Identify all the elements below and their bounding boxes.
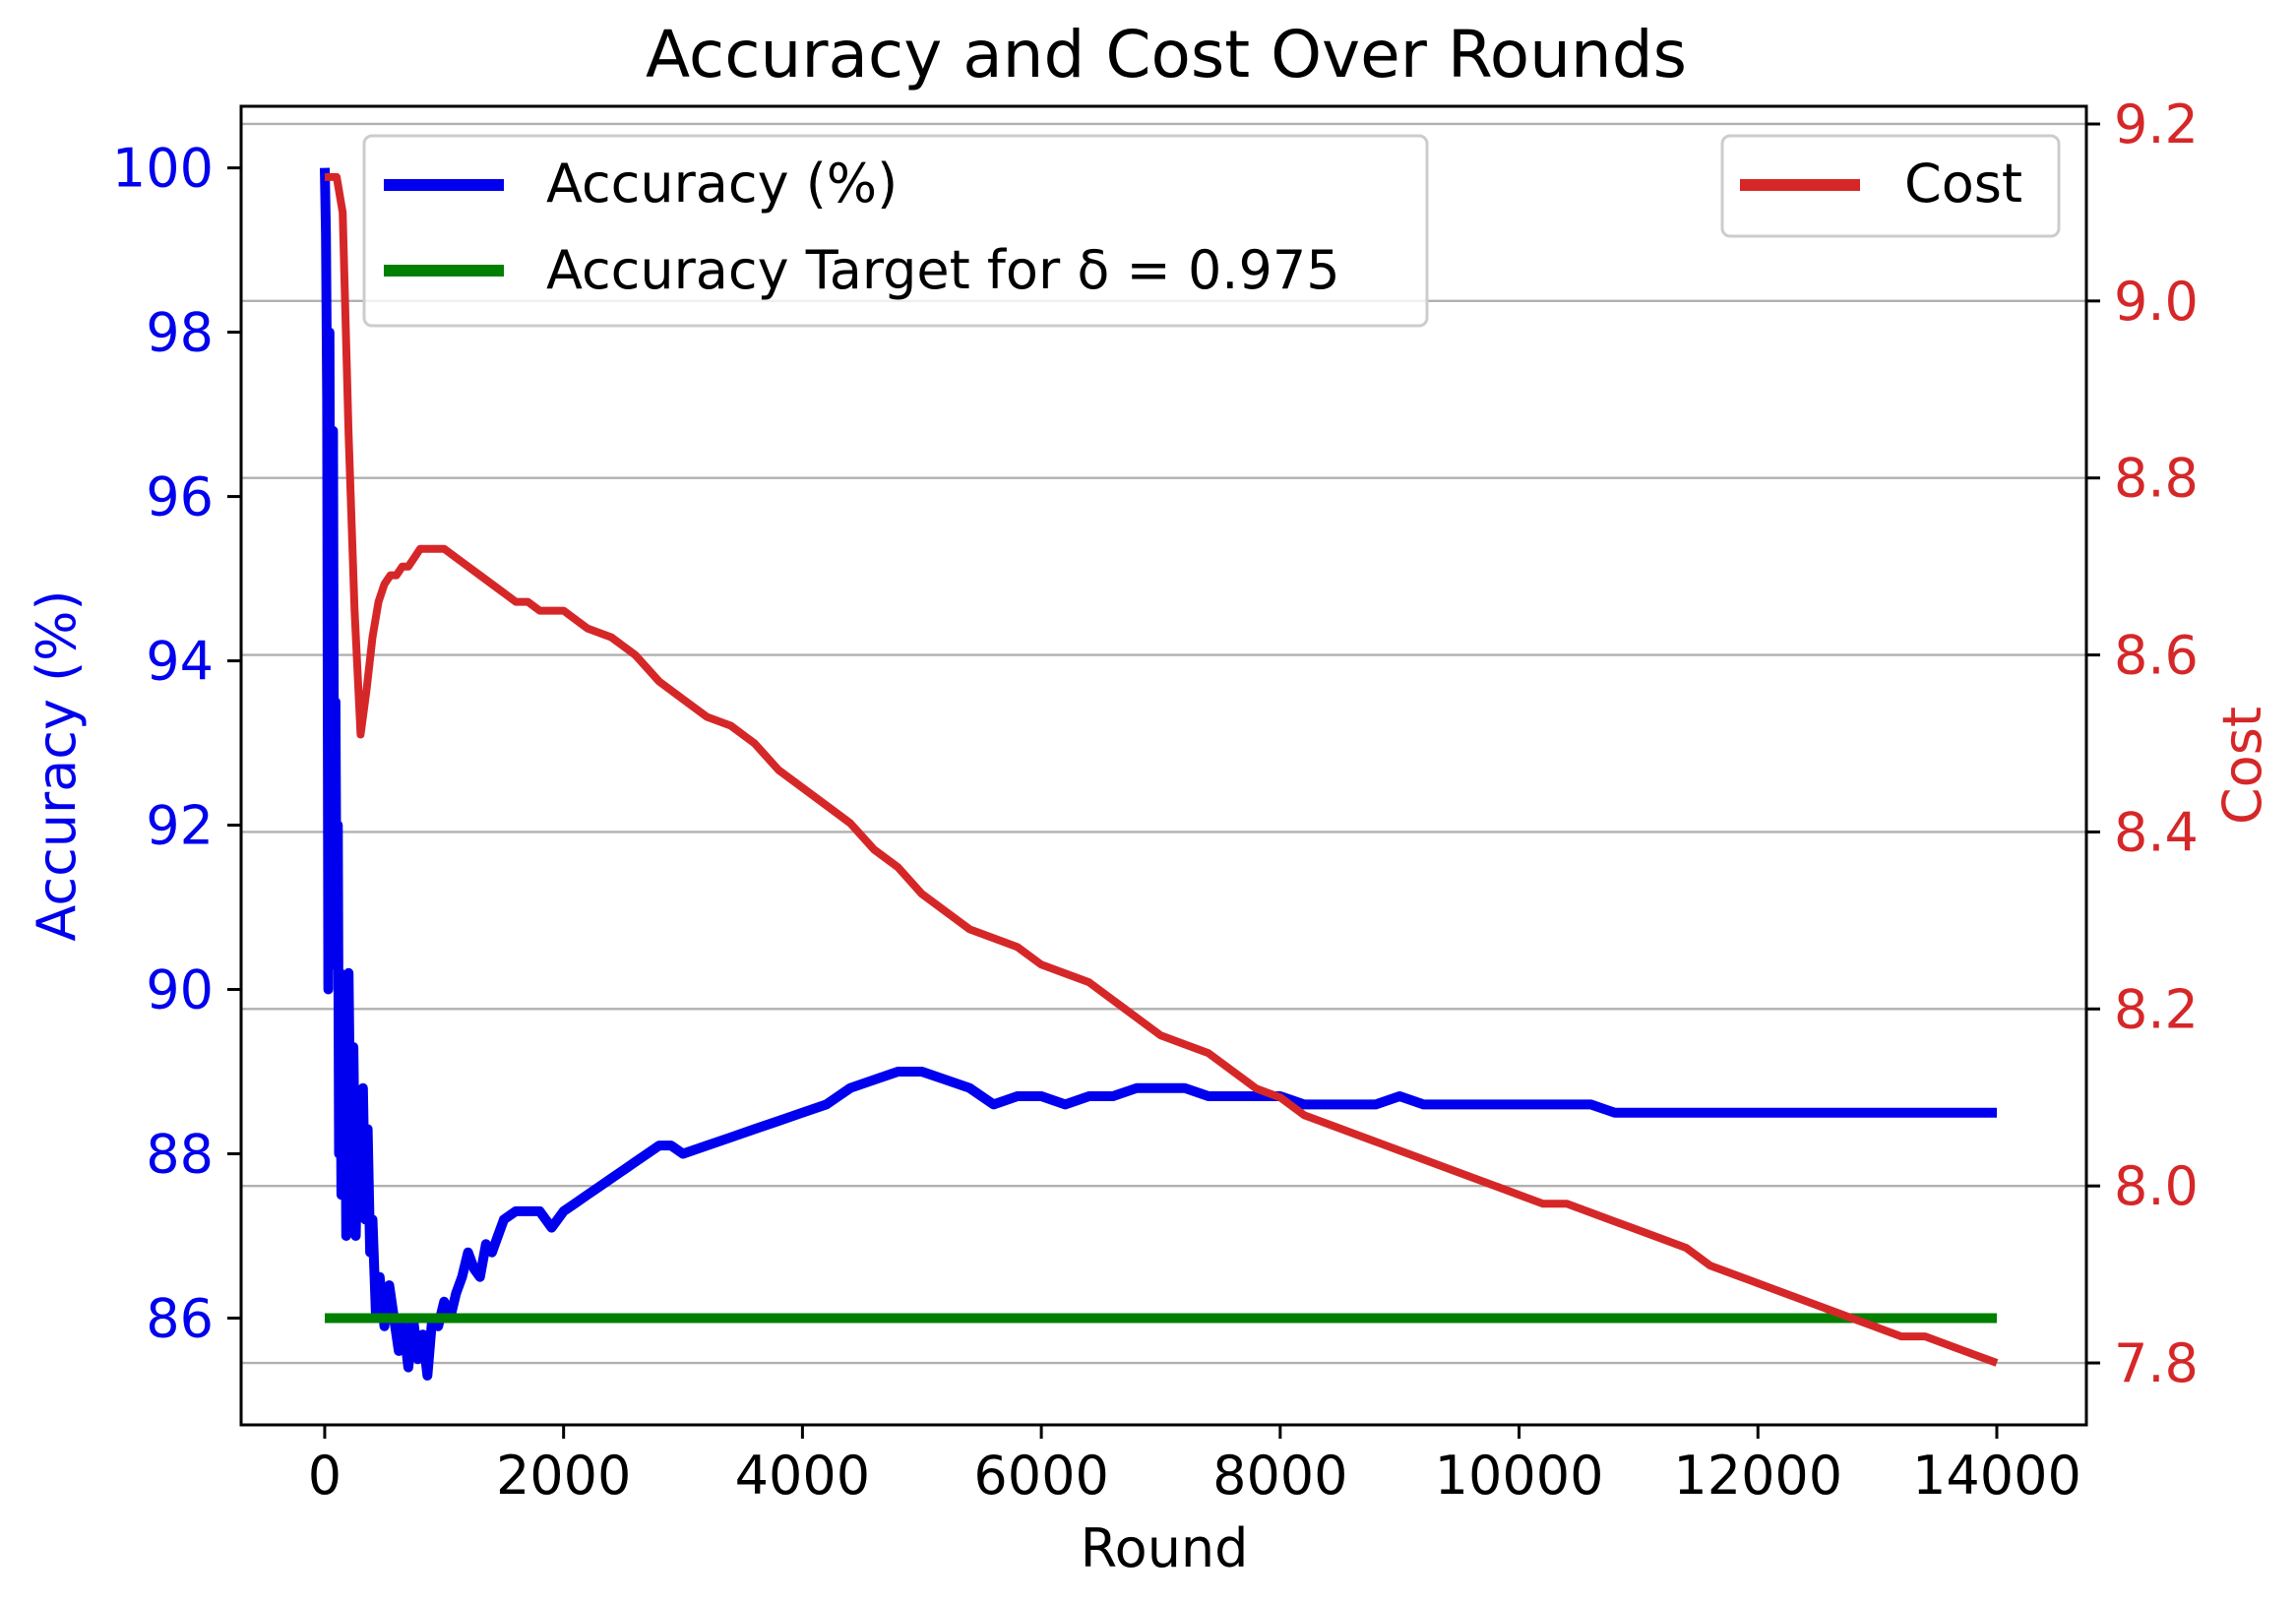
plot-lines: [320, 167, 1999, 1381]
legend-accuracy-box: [362, 134, 1429, 328]
left-tick-label: 98: [146, 302, 214, 364]
left-tick-label: 94: [146, 631, 214, 693]
legend-cost-box: [1720, 134, 2061, 238]
x-tick-label: 0: [308, 1445, 341, 1507]
chart-title: Accuracy and Cost Over Rounds: [646, 17, 1687, 92]
left-tick-label: 86: [146, 1287, 214, 1349]
x-tick-label: 4000: [735, 1445, 870, 1507]
legend-accuracy: Accuracy (%) Accuracy Target for δ = 0.9…: [362, 134, 1429, 328]
x-tick-label: 8000: [1212, 1445, 1347, 1507]
left-axis-ticks: 86 88 90 92 94 96 98 100: [112, 138, 241, 1349]
right-tick-label: 9.0: [2114, 271, 2199, 333]
right-tick-label: 7.8: [2114, 1332, 2199, 1394]
right-tick-label: 8.2: [2114, 978, 2199, 1040]
left-tick-label: 92: [146, 795, 214, 857]
right-tick-label: 8.8: [2114, 448, 2199, 510]
x-tick-label: 10000: [1435, 1445, 1604, 1507]
cost-line: [325, 172, 1999, 1367]
x-tick-label: 14000: [1912, 1445, 2081, 1507]
right-tick-label: 8.4: [2114, 801, 2199, 863]
plot-frame: [239, 104, 2088, 1427]
left-tick-label: 96: [146, 466, 214, 528]
legend-target-label: Accuracy Target for δ = 0.975: [546, 239, 1340, 301]
legend-accuracy-label: Accuracy (%): [546, 153, 898, 215]
legend-cost: Cost: [1720, 134, 2061, 238]
right-axis-ticks: 7.8 8.0 8.2 8.4 8.6 8.8 9.0 9.2: [2086, 93, 2199, 1394]
left-tick-label: 90: [146, 959, 214, 1021]
left-tick-label: 100: [112, 138, 214, 200]
x-tick-label: 12000: [1673, 1445, 1842, 1507]
legend-cost-label: Cost: [1904, 153, 2022, 215]
left-axis-label: Accuracy (%): [26, 589, 88, 941]
accuracy-line: [320, 167, 1997, 1381]
x-tick-label: 6000: [973, 1445, 1108, 1507]
x-tick-label: 2000: [496, 1445, 631, 1507]
x-axis-ticks: 0 2000 4000 6000 8000 10000 12000 14000: [308, 1425, 2081, 1507]
x-axis-label: Round: [1081, 1517, 1249, 1579]
grid-lines: [241, 122, 2086, 1365]
right-axis-label: Cost: [2211, 707, 2273, 825]
right-tick-label: 8.0: [2114, 1155, 2199, 1217]
right-tick-label: 9.2: [2114, 93, 2199, 155]
right-tick-label: 8.6: [2114, 625, 2199, 687]
left-tick-label: 88: [146, 1123, 214, 1185]
